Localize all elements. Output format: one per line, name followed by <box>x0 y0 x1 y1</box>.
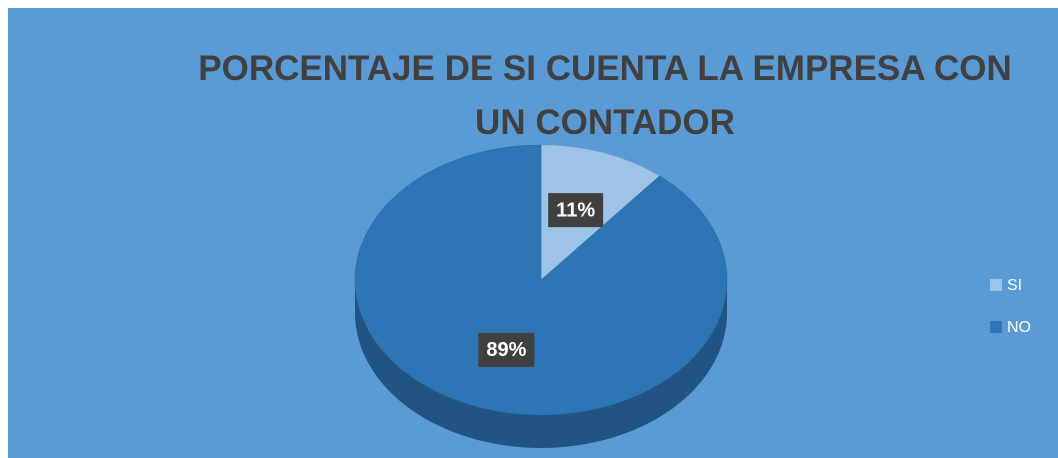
data-label-group: 11% <box>548 193 604 228</box>
data-label-box <box>548 193 604 228</box>
legend-label: NO <box>1007 319 1031 336</box>
legend-label: SI <box>1007 277 1022 294</box>
pie-slice <box>354 144 728 416</box>
legend-swatch <box>990 321 1002 333</box>
data-label: 11% <box>556 199 595 221</box>
chart-title: PORCENTAJE DE SI CUENTA LA EMPRESA CON U… <box>198 49 1012 142</box>
data-label-box <box>478 332 535 367</box>
data-label: 89% <box>486 339 526 361</box>
pie-side <box>355 280 727 448</box>
data-label-group: 89% <box>478 332 535 367</box>
legend-swatch <box>990 279 1002 291</box>
